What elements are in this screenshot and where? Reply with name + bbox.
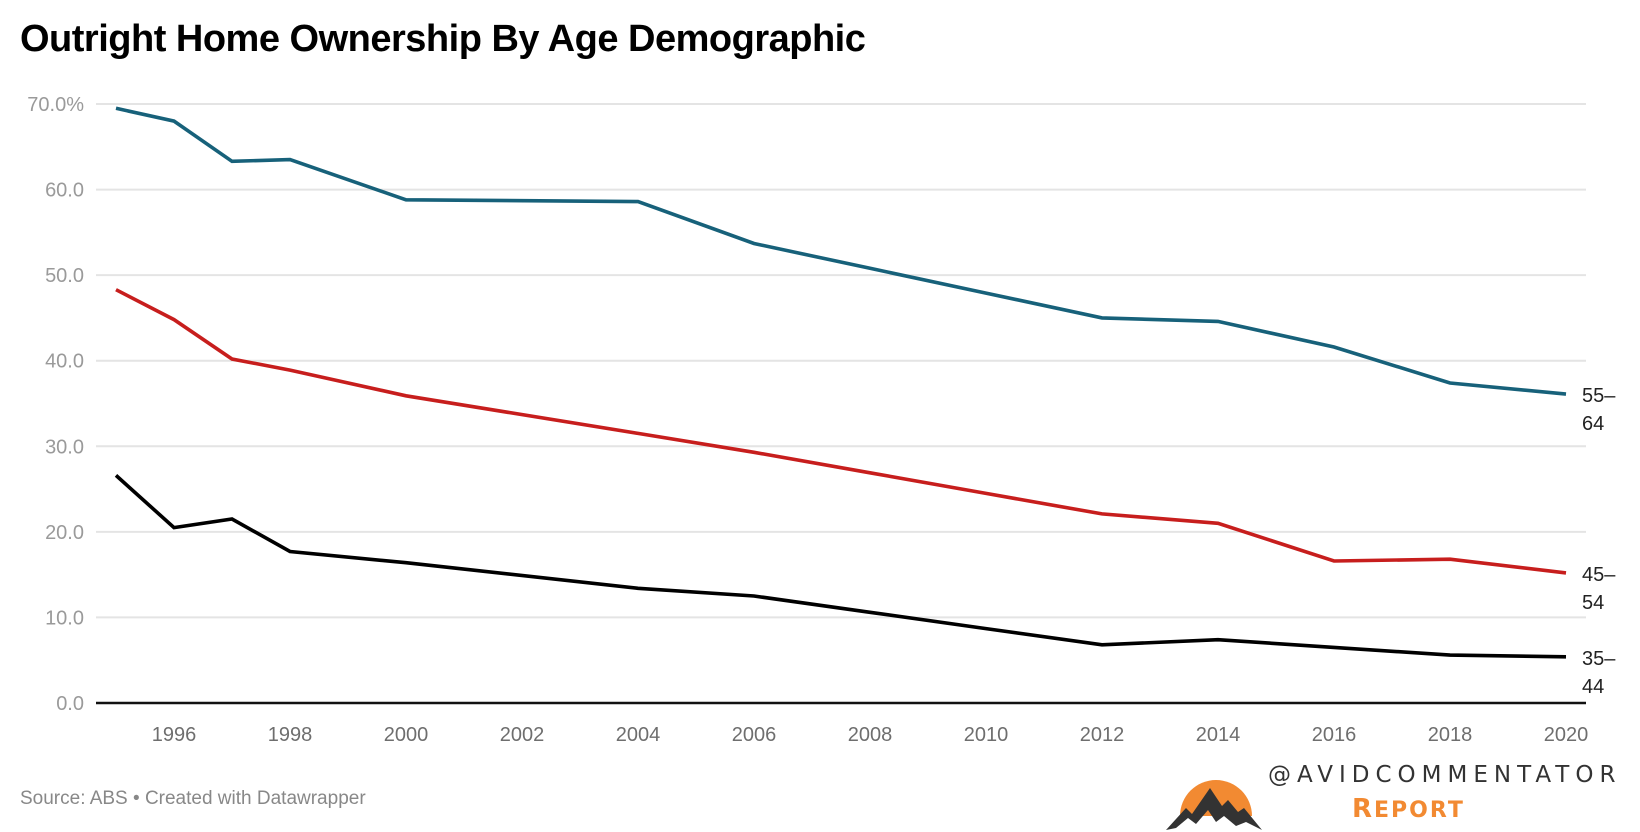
sun-mountain-logo-icon <box>1166 780 1262 830</box>
y-tick-label: 10.0 <box>45 607 84 629</box>
y-tick-label: 50.0 <box>45 265 84 287</box>
y-tick-label: 70.0% <box>27 94 84 116</box>
x-tick-label: 2008 <box>848 724 893 746</box>
y-tick-label: 30.0 <box>45 436 84 458</box>
x-tick-label: 2010 <box>964 724 1009 746</box>
x-tick-label: 2014 <box>1196 724 1241 746</box>
series-label: 64 <box>1582 413 1604 435</box>
x-tick-label: 1996 <box>152 724 197 746</box>
series-label: 45– <box>1582 564 1616 586</box>
series-label: 54 <box>1582 592 1604 614</box>
series-label: 44 <box>1582 676 1604 698</box>
x-tick-label: 2002 <box>500 724 545 746</box>
x-tick-label: 2000 <box>384 724 429 746</box>
series-line-45-54 <box>115 288 1567 575</box>
logo-report: REPORT <box>1352 794 1465 824</box>
series-line-35-44 <box>114 474 1567 659</box>
x-tick-label: 2012 <box>1080 724 1125 746</box>
logo-handle: @AVIDCOMMENTATOR <box>1268 762 1622 788</box>
series-label: 35– <box>1582 648 1616 670</box>
logo-report-initial: R <box>1352 794 1375 824</box>
x-tick-label: 2020 <box>1544 724 1589 746</box>
x-tick-label: 2016 <box>1312 724 1357 746</box>
y-tick-label: 60.0 <box>45 180 84 202</box>
logo-report-rest: EPORT <box>1374 798 1465 823</box>
x-tick-label: 2004 <box>616 724 661 746</box>
series-line-55-64 <box>115 106 1567 396</box>
y-tick-label: 0.0 <box>56 693 84 715</box>
x-tick-label: 2018 <box>1428 724 1473 746</box>
source-footer: Source: ABS • Created with Datawrapper <box>20 788 366 809</box>
line-chart: 0.0 10.0 20.0 30.0 40.0 50.0 60.0 70.0% 1996 1998… <box>27 94 1616 746</box>
mountain-icon <box>1166 788 1262 830</box>
y-tick-label: 20.0 <box>45 522 84 544</box>
x-tick-label: 2006 <box>732 724 777 746</box>
x-tick-label: 1998 <box>268 724 313 746</box>
brand-logo: @AVIDCOMMENTATOR REPORT <box>1160 756 1640 830</box>
series-label: 55– <box>1582 385 1616 407</box>
chart-title: Outright Home Ownership By Age Demograph… <box>20 18 866 60</box>
y-tick-label: 40.0 <box>45 351 84 373</box>
